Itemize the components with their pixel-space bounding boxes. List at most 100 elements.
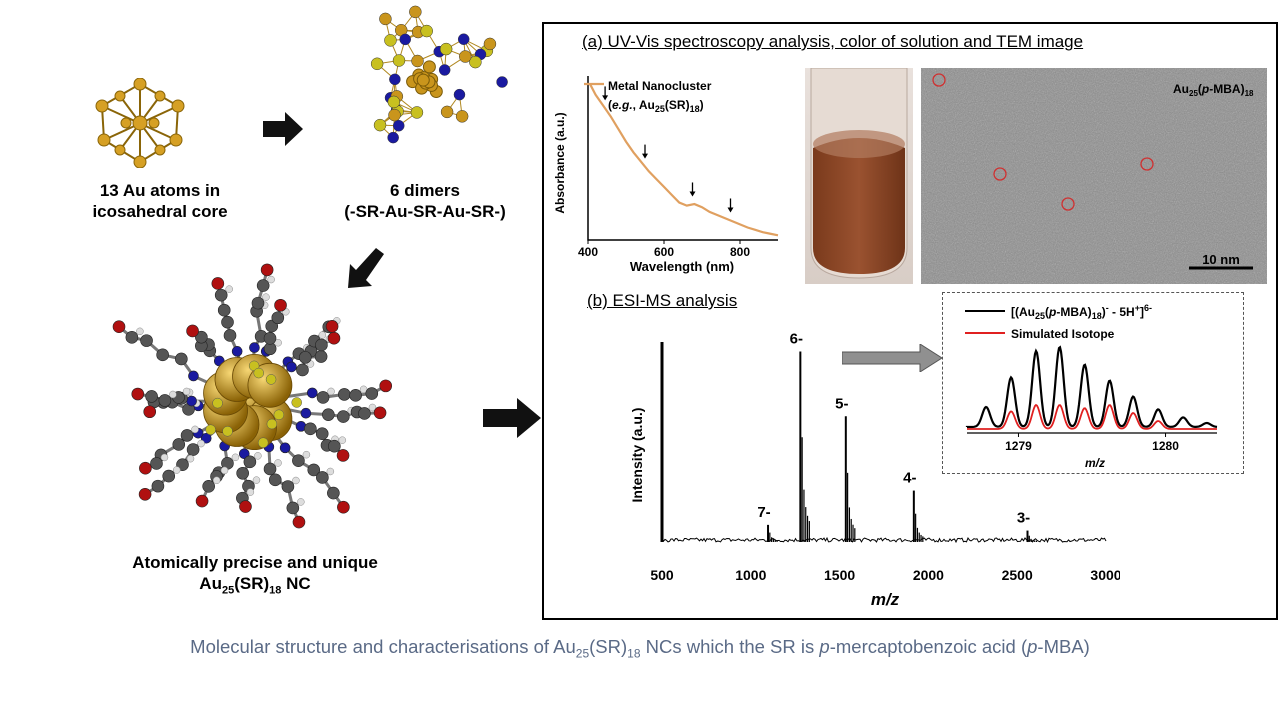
uv-peak-arrow-head [727,207,734,213]
oxygen-atom [143,405,157,419]
inset-xtick-label: 1280 [1152,439,1179,453]
carbon-atom [263,462,277,476]
carbon-atom [175,352,188,366]
uv-xlabel: Wavelength (nm) [630,259,734,274]
nitrogen-atom [306,387,318,399]
sulfur-atom [291,397,302,408]
carbon-atom [236,466,249,480]
carbon-atom [268,473,282,487]
uv-legend-line2: (e.g., Au25(SR)18) [608,98,704,114]
oxygen-atom [260,263,274,277]
nitrogen-atom [496,76,508,88]
hydrogen-atom [252,476,261,484]
hydrogen-atom [274,338,282,347]
ms-charge-label: 4- [903,470,916,487]
ms-xtick-label: 2500 [1002,567,1033,583]
carbon-atom [156,348,169,362]
nitrogen-atom [279,442,291,454]
hydrogen-atom [267,275,275,284]
hydrogen-atom [225,285,233,293]
carbon-atom [217,303,231,317]
oxygen-atom [373,406,387,420]
ms-baseline-noise [661,536,1107,544]
sulfur-atom [273,409,285,421]
hydrogen-atom [262,293,270,301]
tem-scale-label: 10 nm [1202,252,1240,267]
uv-peak-arrow-head [642,153,648,159]
hydrogen-atom [302,450,311,459]
ms-xtick-label: 500 [650,567,674,583]
dimer-caption: 6 dimers (-SR-Au-SR-Au-SR-) [290,180,560,222]
hydrogen-atom [172,466,181,474]
hydrogen-atom [212,476,221,485]
sulfur-atom [455,110,469,123]
oxygen-atom [292,515,306,529]
carbon-atom [125,331,139,344]
carbon-atom [322,408,335,421]
icosahedral-core-image [95,78,185,168]
legend-red-label: Simulated Isotope [1011,327,1115,341]
ms-xtick-label: 1500 [824,567,855,583]
sulfur-atom [222,426,233,437]
ms-charge-label: 7- [757,504,770,521]
tem-sample-label: Au25(p-MBA)18 [1173,82,1254,98]
uv-xtick-label: 600 [654,245,674,259]
ms-ylabel: Intensity (a.u.) [629,408,645,503]
carbon-atom [315,427,329,441]
sulfur-atom [205,424,216,435]
nitrogen-atom [186,395,197,407]
nitrogen-atom [399,33,411,46]
sulfur-atom [439,42,453,56]
uv-ylabel: Absorbance (a.u.) [553,112,567,213]
gold-atom [416,73,430,87]
oxygen-atom [139,461,152,475]
carbon-atom [299,351,312,364]
nitrogen-atom [392,119,405,132]
carbon-atom [327,486,340,500]
hydrogen-atom [318,331,327,339]
sulfur-atom [411,54,424,68]
nitrogen-atom [438,64,451,76]
oxygen-atom [337,500,350,514]
ms-xtick-label: 2000 [913,567,944,583]
carbon-atom [151,479,165,493]
nitrogen-atom [231,346,243,357]
hydrogen-atom [368,403,377,412]
carbon-atom [158,394,172,407]
sulfur-atom [392,54,406,67]
carbon-atom [328,439,341,453]
figure-caption: Molecular structure and characterisation… [190,636,1090,661]
carbon-atom [315,338,328,352]
nitrogen-atom [188,370,199,382]
carbon-atom [150,457,163,470]
oxygen-atom [112,320,126,334]
uv-absorbance-line [588,83,779,237]
zoom-arrow-icon [842,344,943,372]
hydrogen-atom [186,454,195,463]
carbon-atom [180,429,194,442]
hydrogen-atom [292,476,300,485]
oxygen-atom [325,320,339,333]
nc-caption-line2: Au25(SR)18 NC [199,574,311,597]
carbon-atom [314,350,328,363]
ms-charge-label: 3- [1017,510,1030,527]
ms-charge-label: 6- [790,331,803,348]
au25-nanocluster-model-image [112,263,393,529]
carbon-atom [365,387,379,400]
oxygen-atom [138,487,152,501]
nitrogen-atom [387,131,399,144]
hydrogen-atom [169,390,177,399]
nitrogen-atom [457,33,470,45]
nitrogen-atom [238,448,250,460]
dimer-caption-line2: (-SR-Au-SR-Au-SR-) [344,202,506,221]
oxygen-atom [336,449,350,462]
nc-caption-line1: Atomically precise and unique [132,553,378,572]
uv-vis-chart: Absorbance (a.u.) Wavelength (nm) Metal … [553,76,779,274]
core-caption-line1: 13 Au atoms in [99,181,221,200]
hydrogen-atom [220,466,229,475]
carbon-atom [202,480,215,493]
hydrogen-atom [274,459,282,467]
carbon-atom [358,407,371,420]
nitrogen-atom [389,73,401,86]
sulfur-atom [212,397,223,409]
